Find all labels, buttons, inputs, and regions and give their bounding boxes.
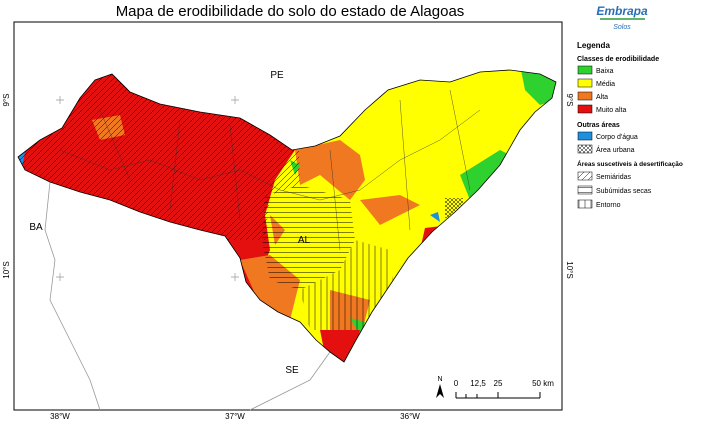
legend-label: Baixa: [596, 68, 614, 75]
lat-label: 10°S: [565, 261, 574, 278]
legend-label: Subúmidas secas: [596, 188, 652, 195]
state-label: BA: [29, 222, 43, 233]
high-area: [92, 115, 420, 340]
logo: Embrapa Solos: [596, 4, 648, 31]
lat-label: 9°S: [2, 94, 11, 107]
legend-label: Alta: [596, 94, 608, 101]
state-label: PE: [270, 70, 284, 81]
legend-group-title: Outras áreas: [577, 122, 620, 129]
scale-label: 12,5: [470, 379, 486, 388]
logo-name: Embrapa: [596, 4, 648, 18]
lon-label: 38°W: [50, 412, 70, 421]
legend-group-title: Classes de erodibilidade: [577, 56, 659, 63]
legend-label: Semiáridas: [596, 174, 632, 181]
lon-label: 37°W: [225, 412, 245, 421]
legend-title: Legenda: [577, 41, 610, 50]
legend-swatch: [577, 131, 593, 141]
legend-swatch: [577, 78, 593, 88]
legend-swatch: [577, 185, 593, 195]
legend-swatch: [577, 65, 593, 75]
legend-swatch: [577, 171, 593, 181]
legend-swatch: [577, 91, 593, 101]
semiarid-zone: [18, 70, 300, 240]
legend-label: Muito alta: [596, 107, 626, 114]
entorno-zone: [300, 240, 395, 330]
scale-label: 0: [454, 379, 459, 388]
north-label: N: [437, 376, 442, 383]
low-area: [290, 70, 556, 335]
graticule: [56, 96, 239, 281]
logo-unit: Solos: [613, 24, 631, 31]
subhumid-zone: [262, 185, 355, 290]
legend-group-title: Áreas suscetíveis à desertificação: [577, 159, 683, 168]
lat-label: 10°S: [2, 261, 11, 278]
legend-swatch: [577, 199, 593, 209]
legend: Legenda Classes de erodibilidade Baixa M…: [577, 41, 683, 209]
legend-label: Entorno: [596, 202, 621, 209]
lat-label: 9°S: [565, 94, 574, 107]
scale-bar: N 0 12,5 25 50 km: [436, 376, 554, 399]
state-label: AL: [298, 235, 311, 246]
lon-label: 36°W: [400, 412, 420, 421]
scale-label: 25: [494, 379, 503, 388]
state-label: SE: [285, 365, 299, 376]
north-arrow: [436, 384, 444, 398]
scale-label: 50 km: [532, 379, 554, 388]
legend-swatch: [577, 104, 593, 114]
neighbor-border: [44, 181, 331, 411]
legend-label: Corpo d'água: [596, 134, 638, 141]
legend-label: Área urbana: [596, 145, 635, 154]
municipal-borders: [59, 89, 481, 251]
title: Mapa de erodibilidade do solo do estado …: [116, 3, 465, 20]
legend-swatch: [577, 144, 593, 154]
legend-label: Média: [596, 81, 615, 88]
